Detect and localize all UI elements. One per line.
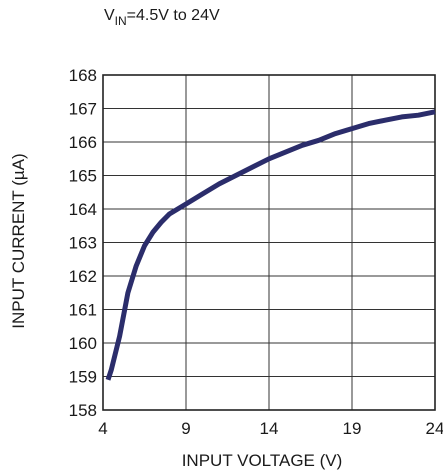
- x-tick-label: 9: [181, 419, 190, 438]
- y-tick-label: 158: [69, 401, 97, 420]
- subtitle-subscript: IN: [115, 14, 127, 28]
- y-tick-label: 165: [69, 167, 97, 186]
- y-axis-label: INPUT CURRENT (µA): [9, 153, 28, 328]
- y-tick-label: 168: [69, 66, 97, 85]
- grid-lines: [102, 74, 436, 411]
- y-tick-label: 160: [69, 334, 97, 353]
- y-tick-label: 166: [69, 133, 97, 152]
- y-tick-label: 161: [69, 301, 97, 320]
- y-tick-labels: 158 159 160 161 162 163 164 165 166 167 168: [69, 66, 97, 420]
- series-line: [105, 109, 436, 381]
- subtitle-prefix: V: [104, 7, 115, 24]
- x-tick-label: 19: [343, 419, 362, 438]
- x-tick-label: 24: [426, 419, 443, 438]
- subtitle-suffix: =4.5V to 24V: [127, 7, 220, 24]
- x-tick-label: 4: [98, 419, 107, 438]
- y-tick-label: 162: [69, 267, 97, 286]
- y-tick-label: 167: [69, 100, 97, 119]
- y-tick-label: 164: [69, 200, 97, 219]
- x-axis-label: INPUT VOLTAGE (V): [182, 451, 343, 470]
- y-tick-label: 159: [69, 368, 97, 387]
- plot-frame: [102, 74, 436, 411]
- chart-subtitle: VIN=4.5V to 24V: [104, 7, 220, 28]
- y-tick-label: 163: [69, 234, 97, 253]
- x-tick-label: 14: [260, 419, 279, 438]
- series-lines: [105, 109, 436, 381]
- x-tick-labels: 4 9 14 19 24: [98, 419, 443, 438]
